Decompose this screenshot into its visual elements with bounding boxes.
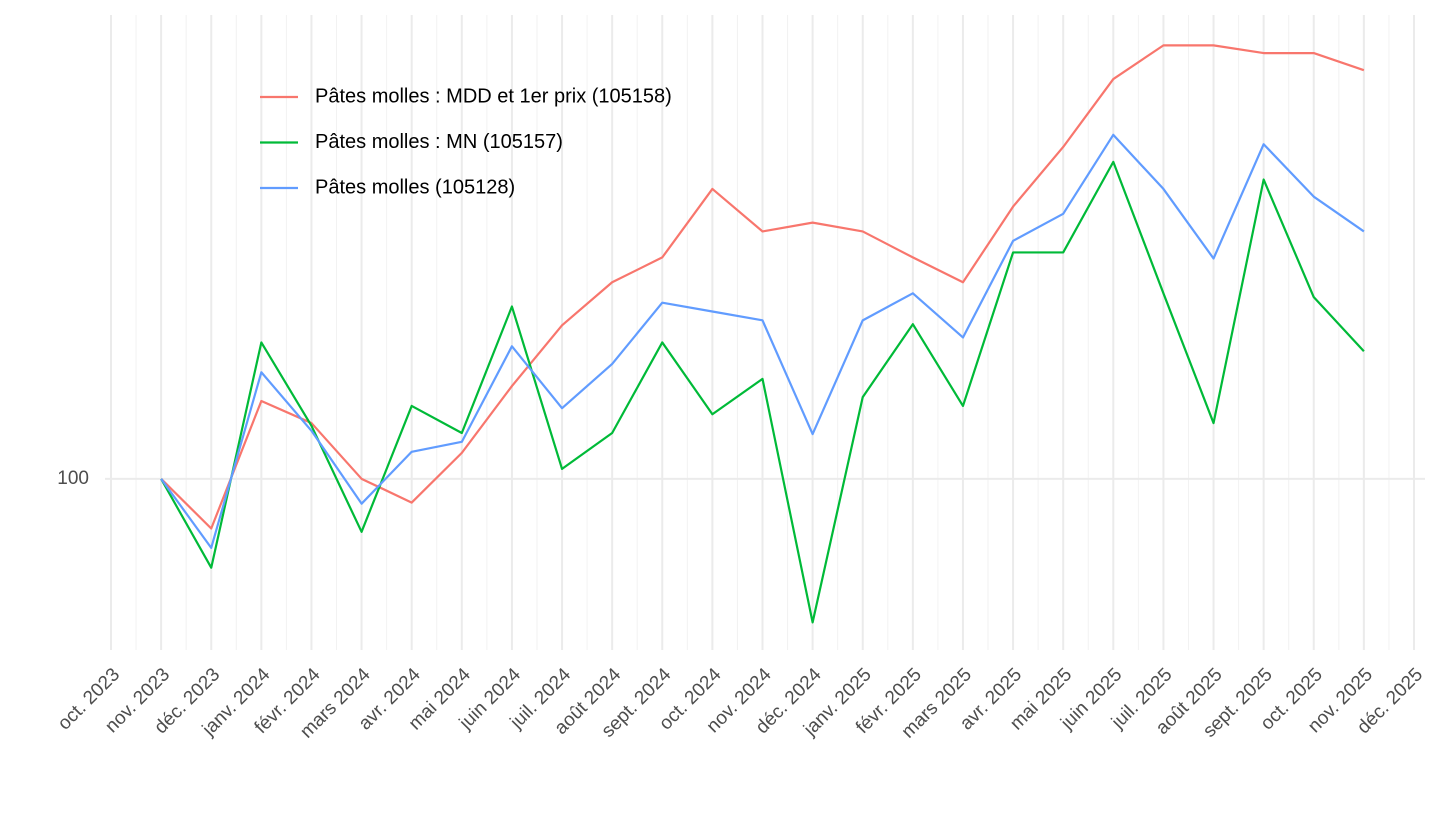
series-line bbox=[160, 160, 1365, 624]
legend-label: Pâtes molles (105128) bbox=[315, 176, 515, 198]
legend-label: Pâtes molles : MN (105157) bbox=[315, 131, 563, 153]
series-line bbox=[160, 133, 1365, 549]
legend-label: Pâtes molles : MDD et 1er prix (105158) bbox=[315, 85, 672, 107]
y-tick-label: 100 bbox=[57, 468, 89, 489]
series-line bbox=[160, 44, 1365, 530]
